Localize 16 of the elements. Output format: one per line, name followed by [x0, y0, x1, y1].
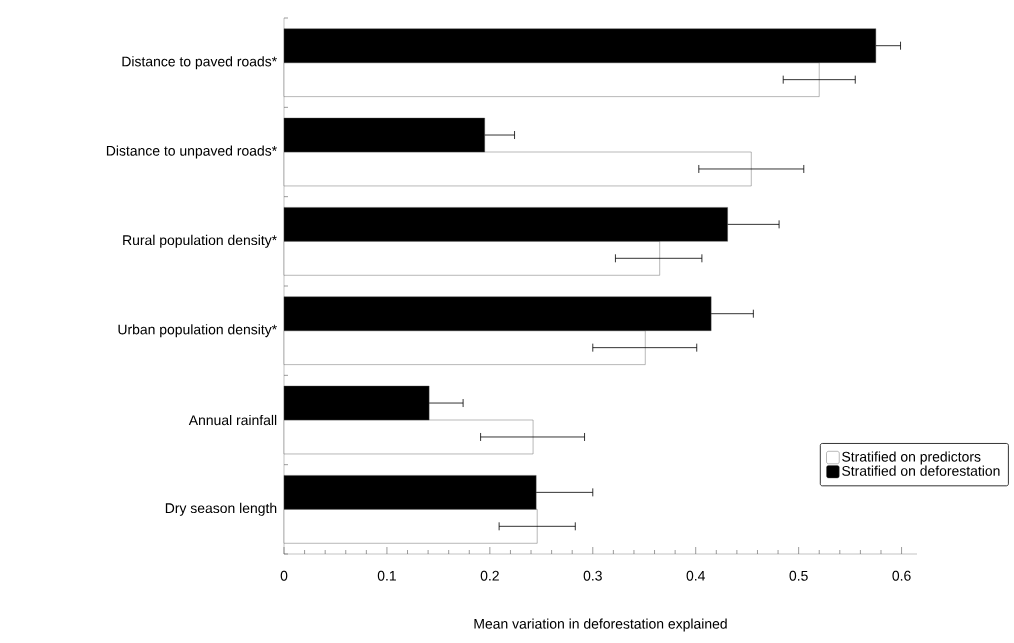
x-axis-title: Mean variation in deforestation explained: [474, 618, 727, 632]
x-tick-label: 0.3: [583, 570, 602, 581]
y-tick-label: Dry season length: [165, 502, 277, 516]
legend-label: Stratified on deforestation: [842, 465, 1000, 476]
x-tick-label: 0.4: [686, 570, 705, 581]
y-tick-label: Distance to unpaved roads*: [106, 145, 277, 159]
x-tick-label: 0.6: [892, 570, 911, 581]
x-tick-label: 0: [280, 570, 288, 581]
y-tick-label: Annual rainfall: [188, 414, 277, 426]
x-tick-label: 0.5: [789, 570, 808, 581]
y-tick-label: Rural population density*: [123, 234, 277, 248]
x-tick-label: 0.1: [377, 570, 396, 581]
y-tick-label: Urban population density*: [118, 324, 277, 338]
legend-label: Stratified on predictors: [842, 451, 981, 465]
y-tick-label: Distance to paved roads*: [122, 56, 277, 70]
x-tick-label: 0.2: [480, 570, 499, 581]
